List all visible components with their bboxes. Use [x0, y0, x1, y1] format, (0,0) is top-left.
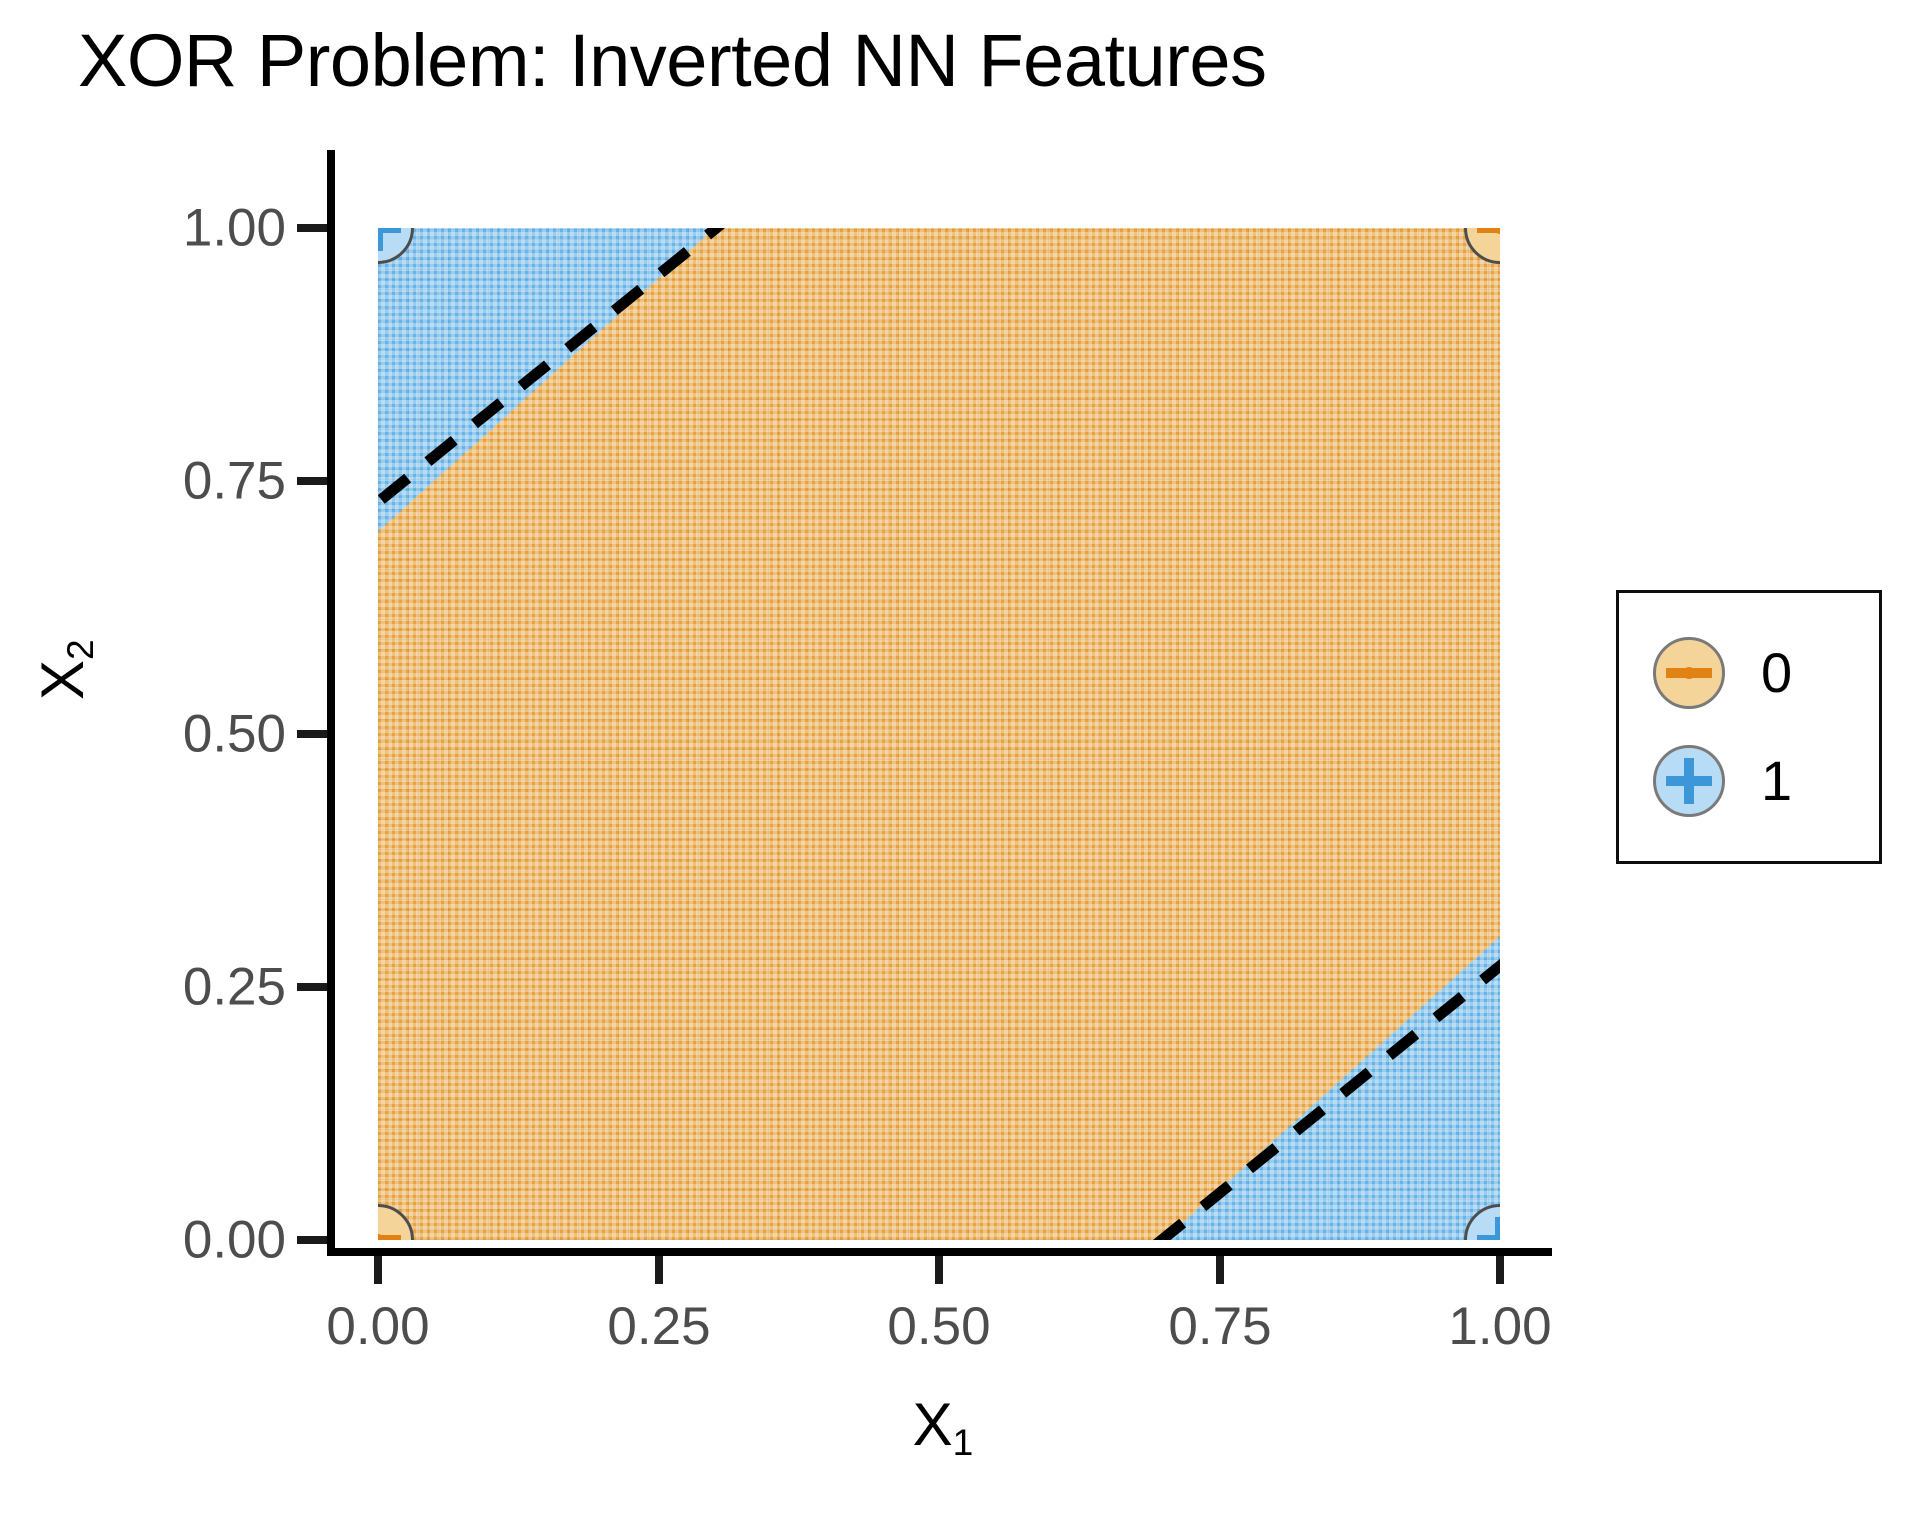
x-axis-tick-label: 1.00 [1448, 1297, 1552, 1356]
x-axis-tick [655, 1256, 663, 1284]
y-axis-title-text: X [29, 659, 96, 700]
plot-panel [378, 228, 1500, 1240]
legend-item-0[interactable]: 0 [1653, 637, 1792, 709]
x-axis-tick [374, 1256, 382, 1284]
legend: 0 1 [1616, 590, 1882, 864]
legend-label: 0 [1761, 641, 1793, 704]
x-axis-line [327, 1248, 1552, 1256]
y-axis-tick-label: 0.00 [182, 1210, 286, 1270]
legend-label: 1 [1761, 749, 1793, 812]
y-axis-tick [297, 477, 327, 485]
legend-item-1[interactable]: 1 [1653, 745, 1792, 817]
y-axis-line [327, 150, 335, 1256]
y-axis-tick [297, 224, 327, 232]
plus-icon [378, 228, 401, 251]
x-axis-tick-label: 0.00 [326, 1297, 430, 1356]
boundary-line-upper [378, 228, 726, 510]
legend-key-class-0 [1653, 637, 1725, 709]
minus-icon [1666, 650, 1712, 696]
x-axis-title-subscript: 1 [952, 1421, 974, 1464]
decision-region-class-0 [378, 228, 1500, 1240]
y-axis-tick [297, 983, 327, 991]
x-axis-tick [1496, 1256, 1504, 1284]
minus-icon [378, 1217, 401, 1240]
plus-icon [1477, 1217, 1500, 1240]
x-axis-title-text: X [912, 1391, 953, 1458]
y-axis-tick [297, 1236, 327, 1244]
decision-boundary-lines [378, 228, 1500, 1240]
y-axis-tick-label: 0.75 [182, 451, 286, 511]
boundary-line-lower [1152, 958, 1500, 1240]
x-axis-tick-label: 0.75 [1168, 1297, 1272, 1356]
y-axis-title: X2 [28, 639, 101, 700]
plus-icon [1666, 758, 1712, 804]
x-axis-tick-label: 0.50 [887, 1297, 991, 1356]
y-axis-tick-label: 1.00 [182, 198, 286, 258]
x-axis-tick [935, 1256, 943, 1284]
y-axis-tick [297, 730, 327, 738]
y-axis-tick-label: 0.25 [182, 957, 286, 1017]
x-axis-title: X1 [0, 1390, 1920, 1463]
legend-key-class-1 [1653, 745, 1725, 817]
minus-icon [1477, 228, 1500, 251]
y-axis-tick-label: 0.50 [182, 704, 286, 764]
chart-title: XOR Problem: Inverted NN Features [78, 19, 1267, 102]
x-axis-tick-label: 0.25 [607, 1297, 711, 1356]
x-axis-tick [1216, 1256, 1224, 1284]
y-axis-title-subscript: 2 [59, 639, 102, 660]
